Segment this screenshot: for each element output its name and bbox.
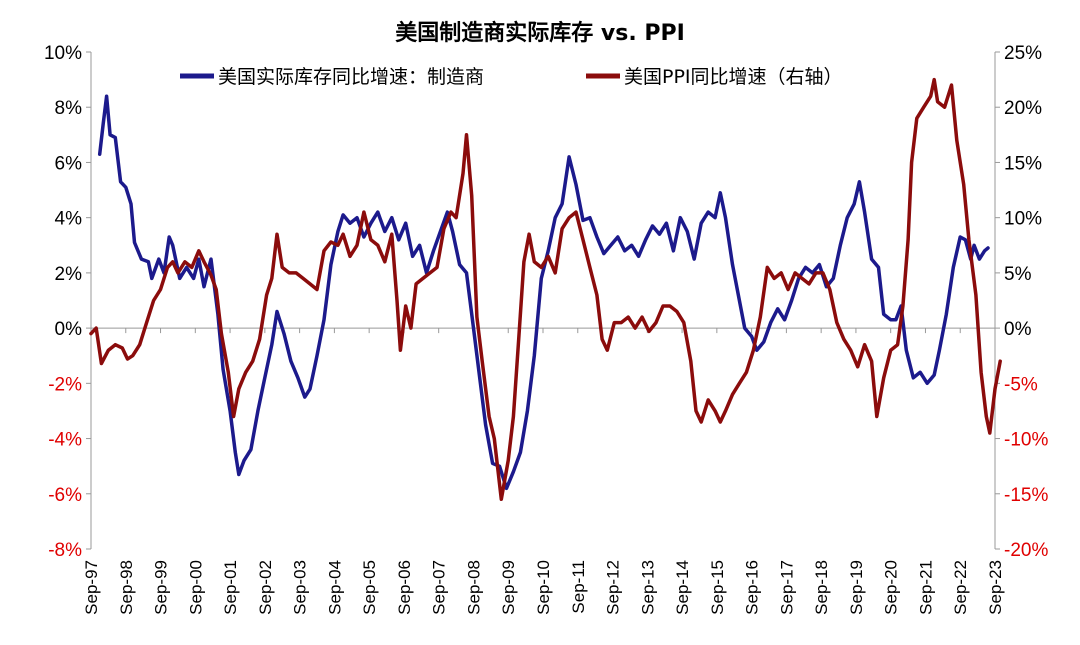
x-axis: Sep-97 Sep-98 Sep-99 Sep-00 Sep-01 Sep-02 Sep-… [82,327,1005,615]
x-tick-label: Sep-97 [82,560,101,615]
x-tick-label: Sep-15 [708,560,727,615]
left-axis: 10% 8% 6% 4% 2% 0% -2% -4% -6% -8% [44,43,92,561]
right-tick-label: 0% [1004,319,1032,340]
x-tick-label: Sep-14 [673,560,692,615]
x-tick-label: Sep-05 [360,560,379,615]
x-tick-label: Sep-11 [569,560,588,614]
x-tick-label: Sep-01 [221,560,240,615]
x-tick-label: Sep-04 [325,560,344,615]
x-tick-label: Sep-09 [499,560,518,615]
x-tick-label: Sep-07 [430,560,449,615]
x-tick-label: Sep-13 [638,560,657,615]
left-tick-label: 6% [55,153,83,174]
right-tick-label: 15% [1004,153,1042,174]
x-tick-label: Sep-02 [256,560,275,615]
right-tick-label: 10% [1004,209,1042,230]
left-tick-label: 4% [55,209,83,230]
x-tick-label: Sep-21 [916,560,935,615]
right-tick-label: -20% [1004,540,1048,561]
series-line-ppi [89,77,1002,502]
legend-label-ppi: 美国PPI同比增速（右轴） [624,66,843,88]
left-tick-label: 10% [44,43,82,64]
legend: 美国实际库存同比增速：制造商 美国PPI同比增速（右轴） [180,66,843,88]
chart-title: 美国制造商实际库存 vs. PPI [395,20,685,46]
x-tick-label: Sep-08 [464,560,483,615]
x-tick-label: Sep-03 [291,560,310,615]
plot-lines [89,77,1002,502]
left-tick-label: -2% [48,374,82,395]
legend-label-inventory: 美国实际库存同比增速：制造商 [218,66,484,88]
x-tick-label: Sep-23 [986,560,1005,615]
x-tick-label: Sep-22 [951,560,970,615]
right-tick-label: 20% [1004,98,1042,119]
x-tick-label: Sep-18 [812,560,831,615]
right-axis: 25% 20% 15% 10% 5% 0% -5% -10% -15% -20% [994,43,1048,561]
x-tick-label: Sep-17 [777,560,796,615]
x-tick-label: Sep-06 [395,560,414,615]
left-tick-label: 0% [55,319,83,340]
x-tick-label: Sep-98 [117,560,136,615]
x-tick-label: Sep-99 [152,560,171,615]
left-tick-label: 2% [55,264,83,285]
left-tick-label: -4% [48,430,82,451]
x-tick-label: Sep-20 [882,560,901,615]
left-tick-label: -6% [48,485,82,506]
x-tick-label: Sep-10 [534,560,553,615]
left-tick-label: 8% [55,98,83,119]
x-tick-label: Sep-00 [186,560,205,615]
x-tick-label: Sep-12 [604,560,623,615]
right-tick-label: 5% [1004,264,1032,285]
series-line-inventory [97,94,990,491]
right-tick-label: -5% [1004,374,1038,395]
right-tick-label: -10% [1004,430,1048,451]
left-tick-label: -8% [48,540,82,561]
right-tick-label: -15% [1004,485,1048,506]
x-tick-label: Sep-19 [847,560,866,615]
right-tick-label: 25% [1004,43,1042,64]
x-tick-label: Sep-16 [743,560,762,615]
